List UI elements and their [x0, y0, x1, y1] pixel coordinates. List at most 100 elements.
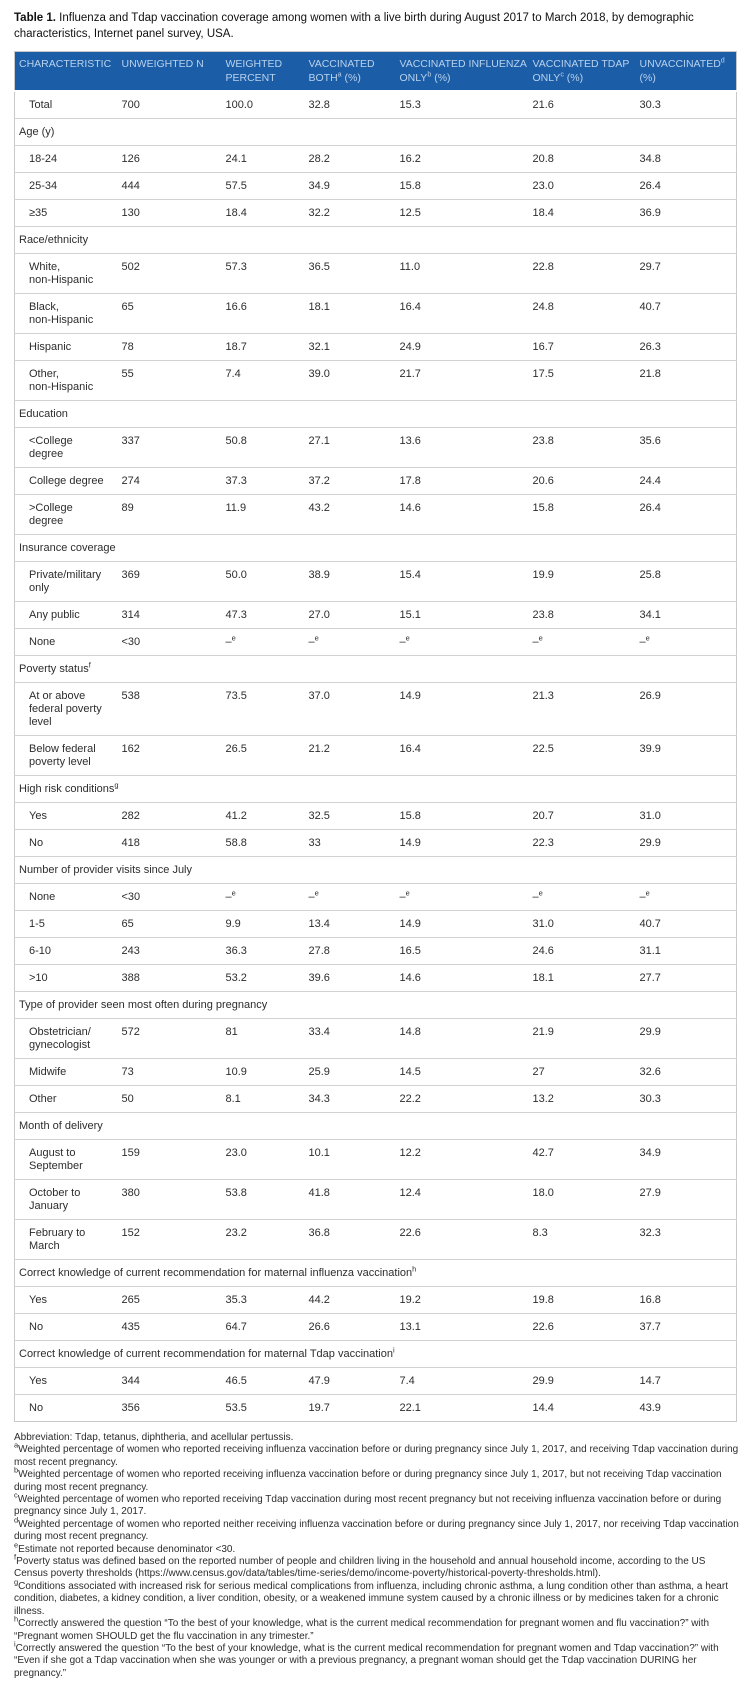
table-row: No 435 64.7 26.6 13.1 22.6 37.7: [14, 1313, 737, 1341]
characteristic-cell: No: [14, 829, 120, 857]
value-cell: 265: [119, 1286, 224, 1314]
header-row: CHARACTERISTIC UNWEIGHTED N WEIGHTED PERCE…: [14, 51, 737, 92]
value-cell: 16.7: [530, 333, 638, 361]
value-cell: 13.4: [306, 910, 398, 938]
characteristic-cell: Any public: [14, 601, 120, 629]
value-cell: 50: [119, 1085, 224, 1113]
value-cell: 34.8: [637, 145, 737, 173]
value-cell: 73.5: [223, 682, 307, 736]
characteristic-cell: Obstetrician/ gynecologist: [14, 1018, 120, 1059]
value-cell: –e: [397, 628, 531, 656]
value-cell: 32.1: [306, 333, 398, 361]
value-cell: 43.2: [306, 494, 398, 535]
value-cell: 15.8: [530, 494, 638, 535]
value-cell: 30.3: [637, 1085, 737, 1113]
section-row: Insurance coverage: [14, 534, 737, 562]
value-cell: –e: [223, 628, 307, 656]
value-cell: 37.3: [223, 467, 307, 495]
value-cell: 344: [119, 1367, 224, 1395]
value-cell: 64.7: [223, 1313, 307, 1341]
value-cell: 14.9: [397, 682, 531, 736]
section-label: Insurance coverage: [14, 534, 737, 562]
value-cell: 22.2: [397, 1085, 531, 1113]
value-cell: 314: [119, 601, 224, 629]
value-cell: 16.4: [397, 735, 531, 776]
section-label: Month of delivery: [14, 1112, 737, 1140]
value-cell: 418: [119, 829, 224, 857]
value-cell: 9.9: [223, 910, 307, 938]
value-cell: –e: [530, 628, 638, 656]
table-row: College degree 274 37.3 37.2 17.8 20.6 24.4: [14, 467, 737, 495]
value-cell: 34.3: [306, 1085, 398, 1113]
characteristic-cell: August to September: [14, 1139, 120, 1180]
characteristic-cell: White, non-Hispanic: [14, 253, 120, 294]
section-row: Race/ethnicity: [14, 226, 737, 254]
vaccination-coverage-table: CHARACTERISTIC UNWEIGHTED N WEIGHTED PERCE…: [14, 51, 737, 1422]
section-label: Poverty statusf: [14, 655, 737, 683]
table-row: No 418 58.8 33 14.9 22.3 29.9: [14, 829, 737, 857]
table-row: None <30 –e –e –e –e –e: [14, 883, 737, 911]
table-title-text: Influenza and Tdap vaccination coverage …: [14, 12, 694, 40]
value-cell: 26.3: [637, 333, 737, 361]
footnotes: Abbreviation: Tdap, tetanus, diphtheria,…: [14, 1432, 740, 1680]
value-cell: 65: [119, 910, 224, 938]
table-body: Total 700 100.0 32.8 15.3 21.6 30.3 Age (y) 18-2…: [14, 91, 737, 1422]
footnote: aWeighted percentage of women who report…: [14, 1441, 739, 1468]
section-label: Age (y): [14, 118, 737, 146]
value-cell: 21.7: [397, 360, 531, 401]
value-cell: 27: [530, 1058, 638, 1086]
value-cell: 20.8: [530, 145, 638, 173]
table-row: August to September 159 23.0 10.1 12.2 42.7 34…: [14, 1139, 737, 1180]
value-cell: 32.2: [306, 199, 398, 227]
value-cell: 20.6: [530, 467, 638, 495]
value-cell: 16.5: [397, 937, 531, 965]
value-cell: 8.3: [530, 1219, 638, 1260]
table-row: 6-10 243 36.3 27.8 16.5 24.6 31.1: [14, 937, 737, 965]
section-row: High risk conditionsg: [14, 775, 737, 803]
value-cell: 33: [306, 829, 398, 857]
section-row: Age (y): [14, 118, 737, 146]
value-cell: 15.8: [397, 172, 531, 200]
value-cell: 23.2: [223, 1219, 307, 1260]
value-cell: –e: [637, 628, 737, 656]
value-cell: 41.2: [223, 802, 307, 830]
value-cell: 159: [119, 1139, 224, 1180]
table-row: Yes 344 46.5 47.9 7.4 29.9 14.7: [14, 1367, 737, 1395]
value-cell: 14.9: [397, 829, 531, 857]
value-cell: 24.6: [530, 937, 638, 965]
characteristic-cell: >College degree: [14, 494, 120, 535]
value-cell: 22.3: [530, 829, 638, 857]
characteristic-cell: Other, non-Hispanic: [14, 360, 120, 401]
characteristic-cell: ≥35: [14, 199, 120, 227]
value-cell: 18.4: [530, 199, 638, 227]
table-row: Other 50 8.1 34.3 22.2 13.2 30.3: [14, 1085, 737, 1113]
section-row: Poverty statusf: [14, 655, 737, 683]
value-cell: 31.1: [637, 937, 737, 965]
table-row: Private/military only 369 50.0 38.9 15.4 19.9…: [14, 561, 737, 602]
column-header: VACCINATED BOTHa (%): [306, 51, 398, 92]
characteristic-cell: Private/military only: [14, 561, 120, 602]
value-cell: 22.6: [530, 1313, 638, 1341]
value-cell: 20.7: [530, 802, 638, 830]
characteristic-cell: 6-10: [14, 937, 120, 965]
value-cell: 7.4: [223, 360, 307, 401]
section-label: Correct knowledge of current recommendat…: [14, 1259, 737, 1287]
value-cell: 43.9: [637, 1394, 737, 1422]
value-cell: 28.2: [306, 145, 398, 173]
value-cell: 130: [119, 199, 224, 227]
column-header: UNVACCINATEDd (%): [637, 51, 737, 92]
section-row: Type of provider seen most often during …: [14, 991, 737, 1019]
value-cell: 22.8: [530, 253, 638, 294]
value-cell: 380: [119, 1179, 224, 1220]
value-cell: <30: [119, 883, 224, 911]
value-cell: 282: [119, 802, 224, 830]
value-cell: 33.4: [306, 1018, 398, 1059]
characteristic-cell: Yes: [14, 1367, 120, 1395]
value-cell: 19.8: [530, 1286, 638, 1314]
value-cell: 50.8: [223, 427, 307, 468]
section-row: Number of provider visits since July: [14, 856, 737, 884]
column-header: CHARACTERISTIC: [14, 51, 120, 92]
value-cell: 26.4: [637, 494, 737, 535]
value-cell: 356: [119, 1394, 224, 1422]
